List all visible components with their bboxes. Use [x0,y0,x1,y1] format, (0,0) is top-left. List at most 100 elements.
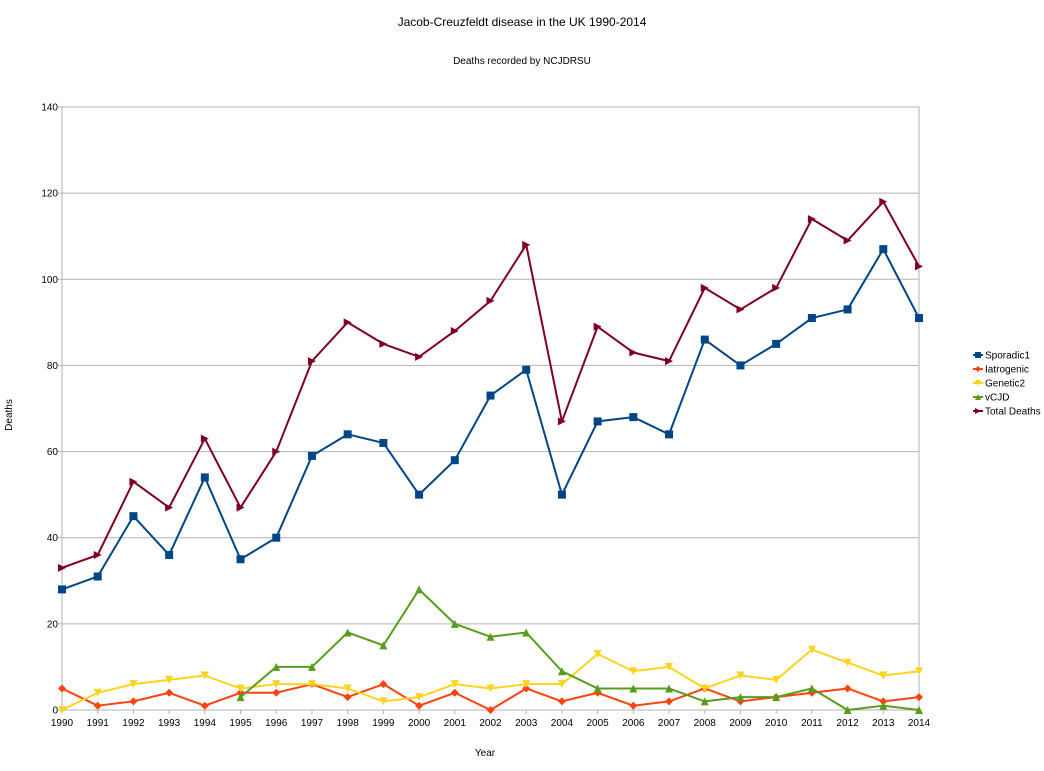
data-point [379,641,388,650]
data-point [236,555,245,564]
data-point [343,430,352,439]
legend-item: vCJD [973,393,1009,404]
series-vcjd [236,585,923,714]
data-point [415,490,424,499]
x-tick-label: 2000 [408,718,431,729]
series-line [239,588,920,711]
data-point [93,572,102,581]
x-tick-label: 2005 [587,718,610,729]
x-tick-label: 2006 [622,718,645,729]
data-point [736,693,745,702]
data-point [879,697,888,706]
data-point [415,352,424,361]
data-point [307,357,316,366]
x-tick-label: 1995 [229,718,252,729]
data-point [343,684,352,693]
x-tick-label: 2012 [836,718,859,729]
data-point [522,684,531,693]
data-point [557,680,566,689]
x-tick-label: 1990 [51,718,74,729]
y-tick-label: 100 [41,275,58,286]
data-point [165,675,174,684]
data-point [915,314,923,323]
data-point [593,417,602,426]
data-point [879,197,888,206]
data-point [629,684,638,693]
legend-marker [975,408,981,414]
data-point [379,339,388,348]
legend-marker [975,352,981,358]
data-point [807,314,816,323]
data-point [486,706,495,714]
x-tick-label: 2004 [551,718,574,729]
data-point [129,477,138,486]
series-sporadic1 [58,245,923,594]
x-tick-label: 2009 [729,718,752,729]
data-point [200,701,209,710]
data-point [236,503,245,512]
x-tick-label: 2011 [801,718,823,729]
legend-item: Total Deaths [973,407,1041,418]
data-point [415,693,424,702]
data-point [58,706,66,714]
data-point [522,628,531,637]
data-point [665,662,674,671]
data-point [58,563,66,572]
data-point [129,680,138,689]
data-point [700,335,709,344]
data-point [629,348,638,357]
data-point [129,512,138,521]
data-point [165,550,174,559]
data-point [236,684,245,693]
data-point [129,697,138,706]
data-point [415,701,424,710]
data-point [343,318,352,327]
data-point [93,688,102,697]
data-point [200,473,209,482]
data-point [879,671,888,680]
data-point [700,697,709,706]
series-layer [58,197,923,714]
grid [62,106,919,711]
y-axis: 0 20 40 60 80 100 120 140 [41,103,62,717]
data-point [307,451,316,460]
x-tick-label: 1998 [337,718,360,729]
data-point [93,701,102,710]
y-tick-label: 80 [47,361,59,372]
data-point [915,667,923,676]
legend-marker [975,380,981,386]
x-tick-label: 2007 [658,718,681,729]
data-point [772,339,781,348]
x-tick-label: 2001 [444,718,467,729]
chart-subtitle: Deaths recorded by NCJDRSU [453,56,591,67]
legend-label: vCJD [985,393,1009,404]
legend-label: Total Deaths [985,407,1041,418]
data-point [772,283,781,292]
y-tick-label: 60 [47,447,59,458]
series-line [61,200,920,569]
x-tick-label: 2003 [515,718,538,729]
data-point [450,680,459,689]
legend-item: Iatrogenic [973,365,1029,376]
data-point [379,680,388,689]
data-point [879,701,888,710]
data-point [915,706,923,714]
series-total-deaths [58,197,923,572]
x-tick-label: 1991 [87,718,110,729]
x-tick-label: 2010 [765,718,788,729]
data-point [272,680,281,689]
data-point [450,326,459,335]
data-point [379,697,388,706]
data-point [843,658,852,667]
x-tick-label: 1994 [194,718,217,729]
data-point [486,296,495,305]
data-point [736,671,745,680]
x-tick-label: 1992 [122,718,145,729]
data-point [665,684,674,693]
series-genetic2 [58,645,923,714]
data-point [843,684,852,693]
x-axis: 1990 1991 1992 1993 1994 1995 1996 1997 1998 1999… [51,710,931,729]
data-point [486,684,495,693]
legend-marker [975,394,981,400]
